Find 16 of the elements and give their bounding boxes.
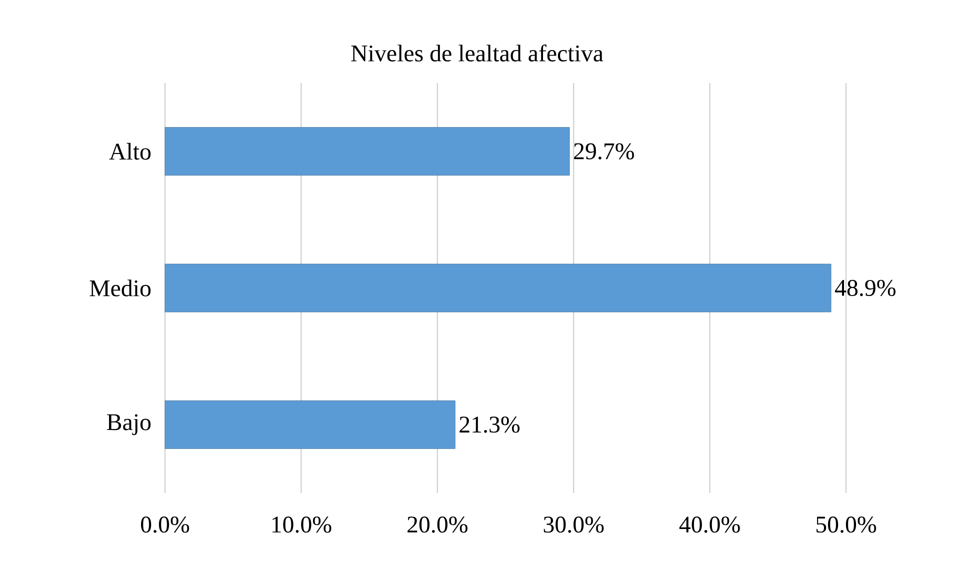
x-tick-label: 0.0% (141, 516, 190, 533)
y-tick-label: Alto (109, 142, 151, 160)
x-tick-label: 10.0% (272, 516, 332, 533)
x-tick-label: 20.0% (408, 516, 468, 533)
y-tick-label: Medio (90, 280, 151, 296)
bar (164, 127, 570, 176)
x-tick-label: 50.0% (816, 516, 876, 533)
data-label: 29.7% (574, 143, 634, 160)
bar (164, 400, 456, 449)
x-tick-label: 30.0% (544, 516, 604, 533)
y-tick-label: Bajo (107, 414, 151, 436)
chart-title: Niveles de lealtad afectiva (351, 44, 604, 62)
bar (164, 264, 832, 312)
data-label: 48.9% (835, 280, 896, 296)
x-tick-label: 40.0% (679, 516, 740, 533)
data-label: 21.3% (460, 416, 520, 433)
